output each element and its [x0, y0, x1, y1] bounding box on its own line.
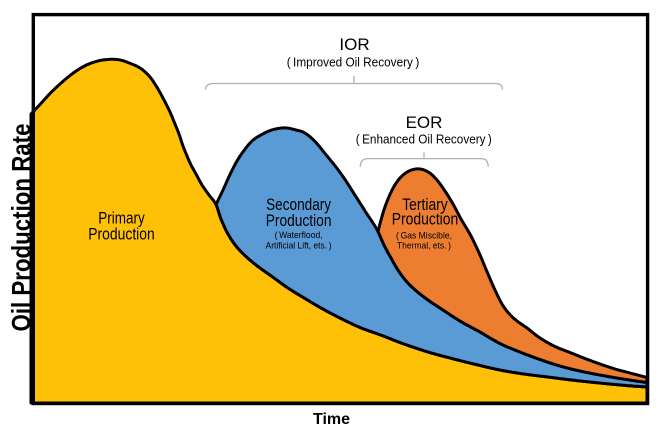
svg-text:Tertiary: Tertiary [402, 196, 448, 214]
svg-text:Production: Production [266, 212, 332, 230]
svg-text:Production: Production [392, 211, 459, 229]
svg-text:Primary: Primary [98, 210, 145, 228]
svg-text:Time: Time [313, 411, 350, 428]
svg-text:Thermal, ets. ): Thermal, ets. ) [397, 241, 451, 251]
svg-text:Secondary: Secondary [266, 196, 332, 214]
svg-text:( Enhanced Oil Recovery ): ( Enhanced Oil Recovery ) [356, 132, 492, 146]
svg-text:( Gas Miscible,: ( Gas Miscible, [396, 231, 452, 241]
svg-text:( Improved Oil Recovery ): ( Improved Oil Recovery ) [287, 56, 420, 70]
svg-text:IOR: IOR [339, 35, 369, 54]
svg-text:Production: Production [88, 225, 155, 243]
svg-text:EOR: EOR [406, 113, 443, 132]
svg-text:Artificial Lift, ets. ): Artificial Lift, ets. ) [266, 241, 332, 251]
svg-text:( Waterflood,: ( Waterflood, [275, 230, 323, 240]
svg-text:Oil Production Rate: Oil Production Rate [6, 124, 36, 332]
